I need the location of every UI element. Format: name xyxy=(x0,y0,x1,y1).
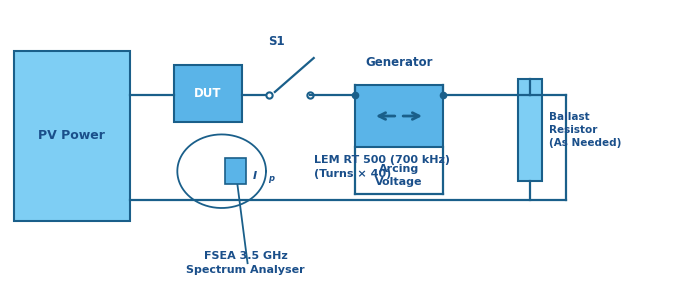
Text: Generator: Generator xyxy=(366,56,432,69)
Bar xyxy=(14,51,130,221)
Text: Arcing
Voltage: Arcing Voltage xyxy=(375,164,423,186)
Text: Ballast
Resistor
(As Needed): Ballast Resistor (As Needed) xyxy=(549,112,621,148)
Bar xyxy=(518,79,542,181)
Text: I: I xyxy=(252,171,256,181)
Text: PV Power: PV Power xyxy=(38,129,105,142)
Text: p: p xyxy=(268,174,274,183)
Text: LEM RT 500 (700 kHz)
(Turns × 40): LEM RT 500 (700 kHz) (Turns × 40) xyxy=(314,155,449,179)
Bar xyxy=(355,85,443,147)
Bar xyxy=(225,158,246,184)
Bar xyxy=(174,65,242,122)
Text: DUT: DUT xyxy=(194,87,222,100)
Text: FSEA 3.5 GHz
Spectrum Analyser: FSEA 3.5 GHz Spectrum Analyser xyxy=(186,251,305,275)
Text: S1: S1 xyxy=(268,35,284,48)
